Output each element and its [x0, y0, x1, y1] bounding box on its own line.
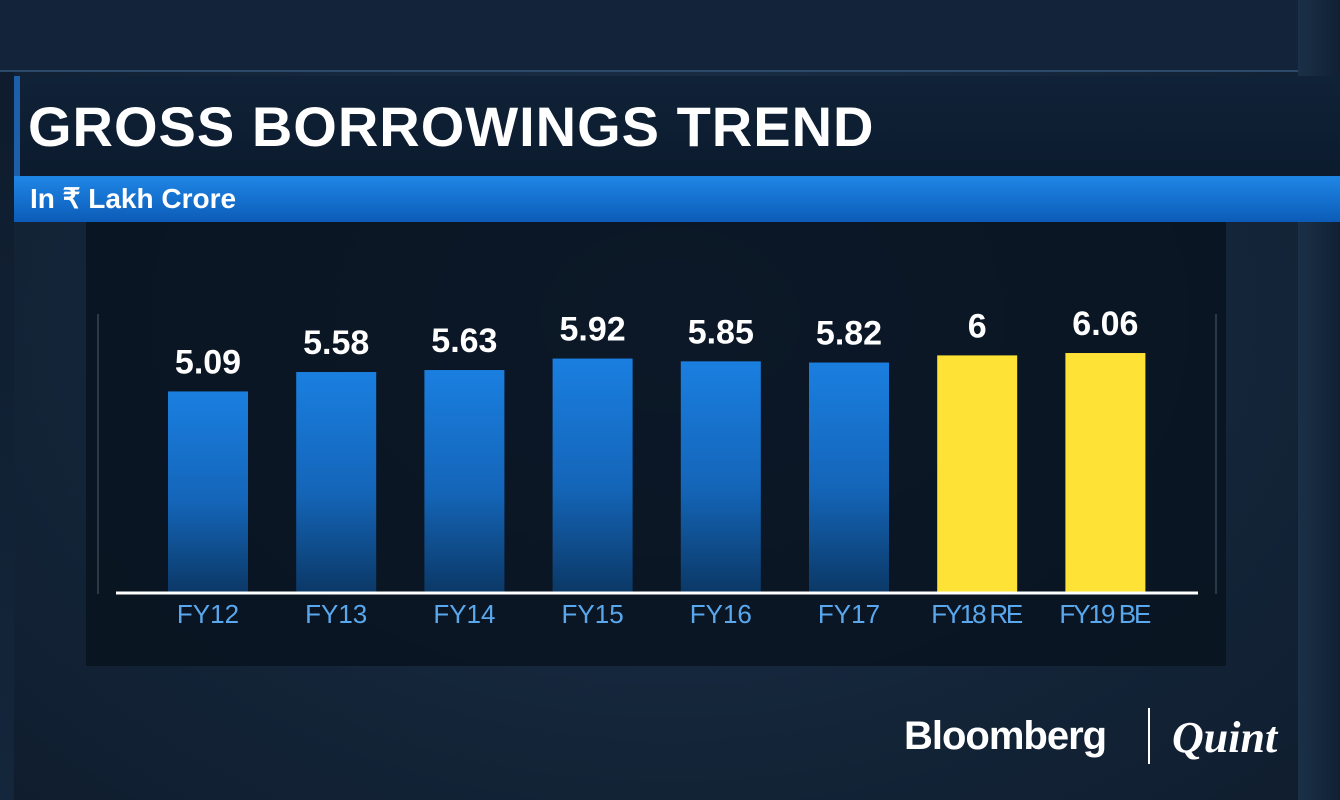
left-frame-strip [0, 72, 14, 800]
top-frame [0, 0, 1340, 72]
bar-fy15 [552, 358, 633, 593]
value-label: 6.06 [1072, 305, 1138, 343]
category-label: FY12 [177, 599, 239, 629]
category-label: FY18 RE [931, 599, 1023, 629]
category-label: FY13 [305, 599, 367, 629]
bar-fy19-be [1065, 353, 1146, 593]
value-label: 5.92 [560, 311, 626, 349]
logo-divider [1148, 708, 1150, 764]
chart-subtitle: In ₹ Lakh Crore [30, 183, 237, 214]
bar-fy14 [424, 370, 505, 593]
top-frame-rule [0, 70, 1340, 72]
category-label: FY14 [433, 599, 495, 629]
value-label: 5.09 [175, 343, 241, 381]
value-label: 5.82 [816, 315, 882, 353]
bar-fy18-re [937, 355, 1018, 593]
value-label: 5.85 [688, 313, 754, 351]
bar-fy16 [680, 361, 761, 593]
category-label: FY17 [818, 599, 880, 629]
subtitle-bar: In ₹ Lakh Crore [14, 176, 1340, 222]
bar-fy12 [168, 391, 248, 593]
category-label: FY15 [562, 599, 624, 629]
logo-bloomberg-text: Bloomberg [904, 714, 1107, 758]
title-accent [14, 76, 20, 176]
category-label: FY16 [690, 599, 752, 629]
value-label: 6 [968, 307, 987, 345]
chart-title: GROSS BORROWINGS TREND [28, 95, 875, 158]
logo-quint-text: Quint [1172, 713, 1278, 762]
value-label: 5.58 [303, 324, 369, 362]
category-label: FY19 BE [1059, 599, 1151, 629]
chart-panel: 5.09 5.58 5.63 5.92 5.85 5.82 6 6.06 FY12 FY13 FY… [86, 222, 1226, 666]
bar-fy17 [809, 362, 889, 593]
bloomberg-quint-logo: Bloomberg Quint [904, 706, 1314, 766]
title-bar: GROSS BORROWINGS TREND [14, 76, 1340, 176]
bar-fy13 [296, 372, 377, 593]
bar-chart: 5.09 5.58 5.63 5.92 5.85 5.82 6 6.06 FY12 FY13 FY… [97, 305, 1217, 629]
value-label: 5.63 [431, 322, 497, 360]
